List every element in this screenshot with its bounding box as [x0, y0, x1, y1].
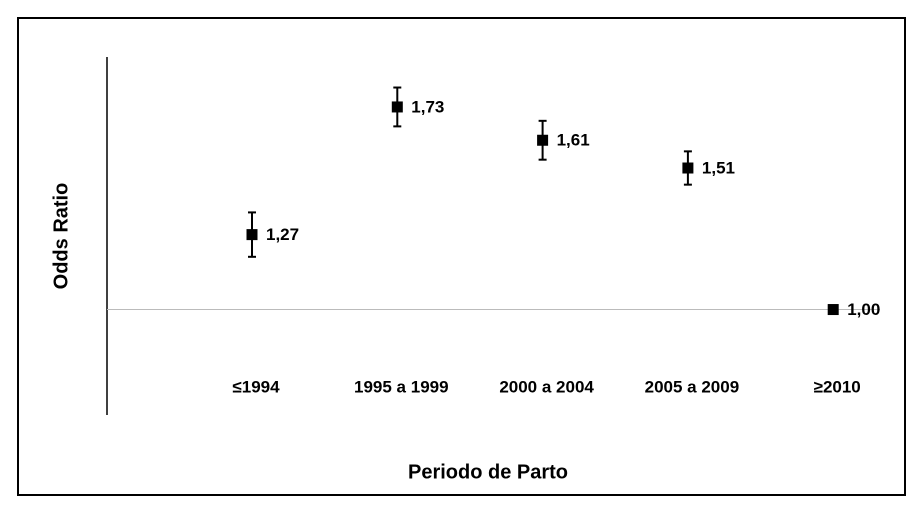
- value-label: 1,00: [847, 300, 880, 319]
- value-label: 1,61: [557, 131, 590, 150]
- x-tick-label: 2005 a 2009: [645, 377, 740, 396]
- chart-border: [17, 17, 906, 496]
- point: [682, 162, 694, 174]
- point: [391, 101, 403, 113]
- value-label: 1,73: [411, 97, 444, 116]
- y-axis-title: Odds Ratio: [50, 183, 72, 290]
- point: [246, 229, 258, 241]
- x-tick-label: 2000 a 2004: [499, 377, 594, 396]
- x-tick-label: ≤1994: [232, 377, 280, 396]
- x-tick-label: 1995 a 1999: [354, 377, 449, 396]
- x-tick-label: ≥2010: [814, 377, 861, 396]
- x-axis-title: Periodo de Parto: [408, 461, 568, 483]
- value-label: 1,27: [266, 225, 299, 244]
- point: [537, 134, 549, 146]
- value-label: 1,51: [702, 158, 735, 177]
- point: [827, 304, 839, 316]
